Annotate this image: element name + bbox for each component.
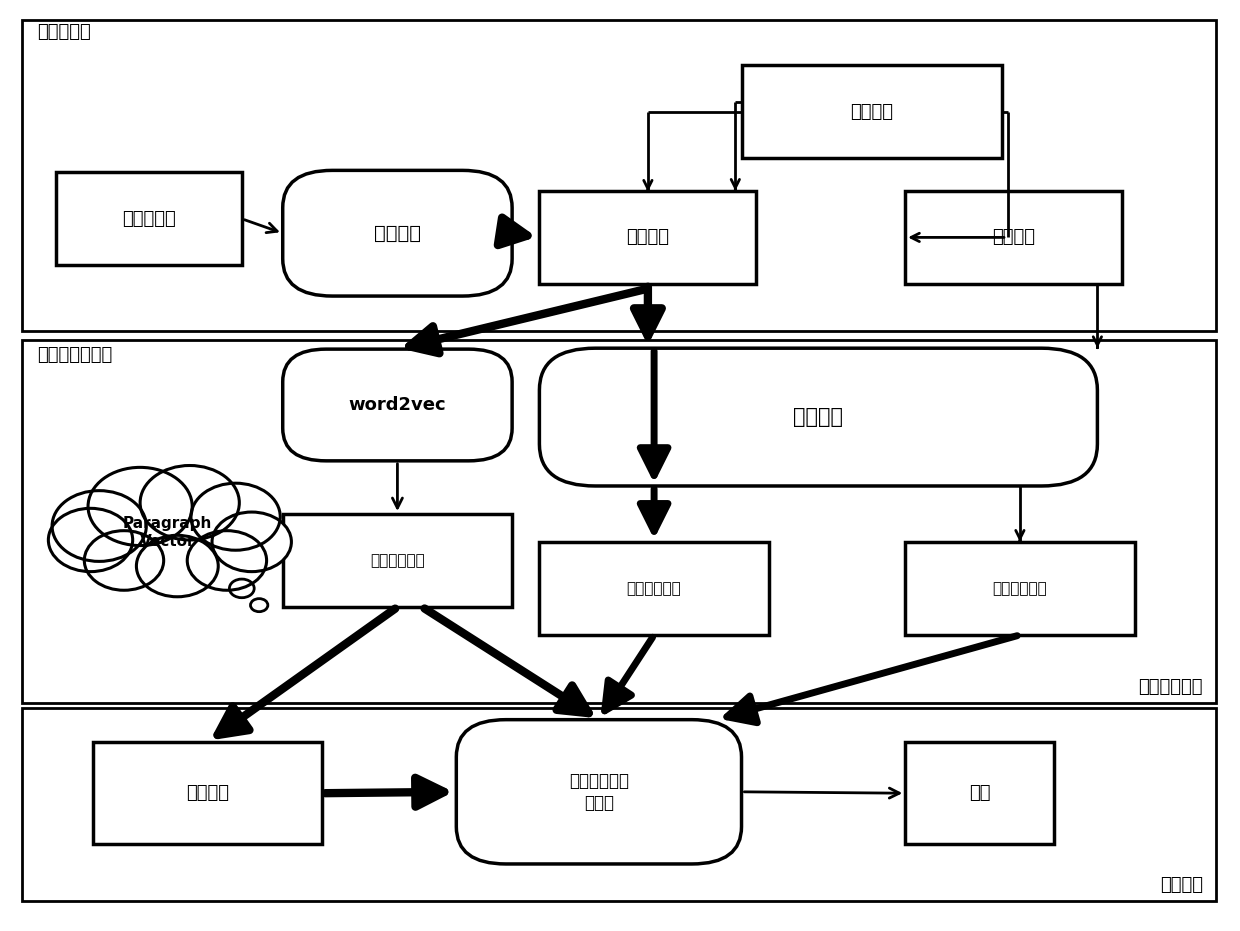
Circle shape <box>48 508 133 572</box>
Circle shape <box>136 535 218 597</box>
Circle shape <box>84 531 164 590</box>
Bar <box>905 191 1122 284</box>
Bar <box>539 191 756 284</box>
FancyBboxPatch shape <box>283 170 512 296</box>
Text: 分数: 分数 <box>968 784 991 803</box>
Circle shape <box>229 579 254 598</box>
Text: word2vec: word2vec <box>348 396 446 414</box>
Circle shape <box>187 531 267 590</box>
Circle shape <box>140 466 239 540</box>
Text: 神经网络: 神经网络 <box>186 784 229 803</box>
Text: 训练语料特征: 训练语料特征 <box>626 581 682 596</box>
Bar <box>22 20 1216 331</box>
Bar <box>742 65 1002 158</box>
Bar <box>539 542 769 635</box>
Bar <box>905 742 1054 844</box>
Bar <box>905 542 1135 635</box>
Circle shape <box>212 512 291 572</box>
Bar <box>93 742 322 844</box>
Circle shape <box>250 599 268 612</box>
FancyBboxPatch shape <box>539 348 1097 486</box>
Circle shape <box>191 483 280 550</box>
Bar <box>283 514 512 607</box>
Text: 分类部分: 分类部分 <box>1159 876 1203 894</box>
Text: 标注语料: 标注语料 <box>851 102 893 121</box>
Text: 模式匹配: 模式匹配 <box>374 223 420 243</box>
Text: 测试语料: 测试语料 <box>992 228 1035 247</box>
Text: 预处理部分: 预处理部分 <box>37 23 91 41</box>
Bar <box>22 340 1216 703</box>
Text: 特征抽取部分: 特征抽取部分 <box>1138 679 1203 696</box>
FancyBboxPatch shape <box>456 720 742 864</box>
Text: 向量初始化部分: 向量初始化部分 <box>37 346 113 364</box>
Text: 训练语料: 训练语料 <box>626 228 670 247</box>
Circle shape <box>52 491 146 561</box>
Text: 特征抽取: 特征抽取 <box>794 407 843 427</box>
Text: 隐式篇章关系
分类器: 隐式篇章关系 分类器 <box>569 772 629 812</box>
Text: 深度语义向量: 深度语义向量 <box>370 553 425 568</box>
Text: Paragraph
Vector: Paragraph Vector <box>123 516 212 549</box>
Bar <box>56 172 242 265</box>
Text: 测试语料特征: 测试语料特征 <box>992 581 1048 596</box>
Bar <box>22 708 1216 901</box>
Text: 未标注语料: 未标注语料 <box>122 209 176 228</box>
Circle shape <box>88 467 192 546</box>
FancyBboxPatch shape <box>283 349 512 461</box>
